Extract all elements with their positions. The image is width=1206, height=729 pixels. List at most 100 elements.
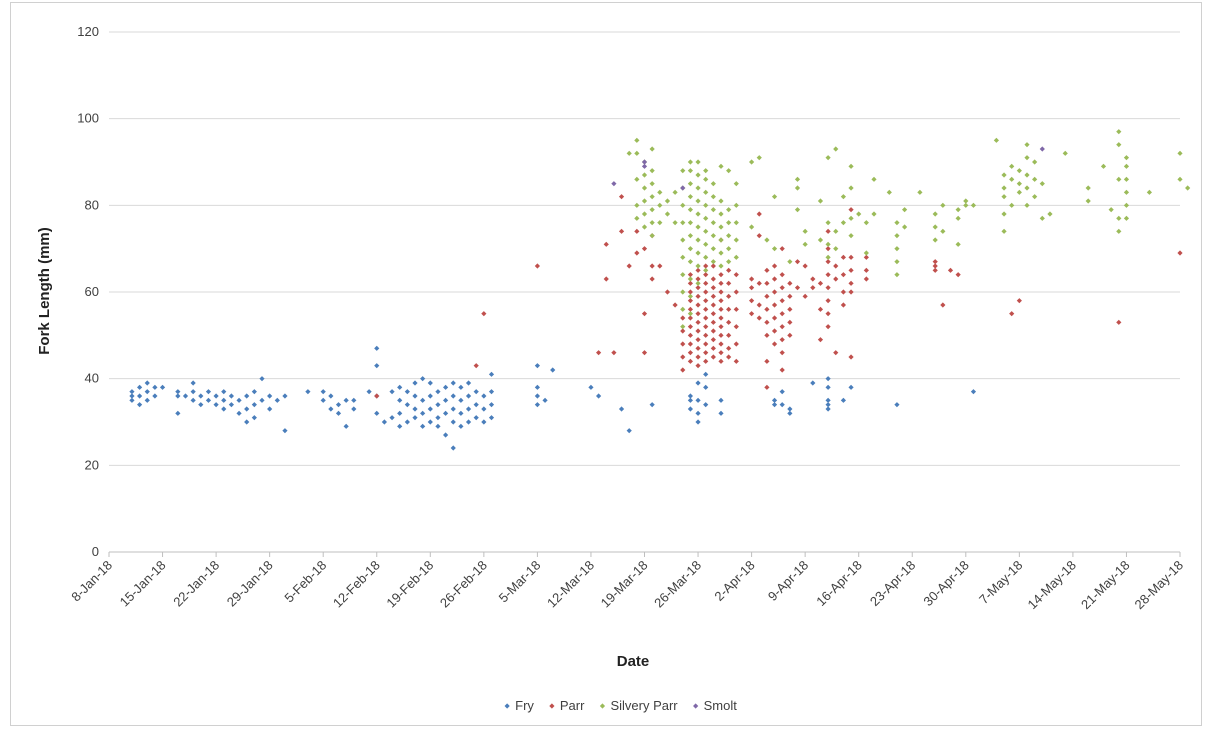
data-point xyxy=(1123,215,1130,221)
legend-marker xyxy=(693,703,699,709)
data-point xyxy=(894,233,900,239)
data-point xyxy=(488,402,495,408)
data-point xyxy=(680,324,686,330)
data-point xyxy=(695,337,701,343)
data-point xyxy=(244,393,250,399)
data-point xyxy=(626,263,632,269)
data-point xyxy=(1016,298,1022,304)
data-point xyxy=(687,280,693,286)
data-point xyxy=(687,306,693,312)
data-point xyxy=(695,397,701,403)
x-tick-label: 19-Feb-18 xyxy=(383,558,436,611)
data-point xyxy=(1009,311,1015,317)
data-point xyxy=(718,332,724,338)
data-point xyxy=(649,233,655,239)
data-point xyxy=(1108,207,1114,213)
data-point xyxy=(695,328,701,334)
data-point xyxy=(443,432,449,438)
data-point xyxy=(588,384,594,390)
data-point xyxy=(703,272,709,278)
data-point xyxy=(756,315,762,321)
x-tick-label: 12-Feb-18 xyxy=(330,558,383,611)
data-point xyxy=(282,393,288,399)
y-tick-label: 60 xyxy=(85,284,99,299)
data-point xyxy=(1100,163,1107,169)
gridlines xyxy=(109,31,1180,466)
data-point xyxy=(947,267,954,273)
data-point xyxy=(703,202,709,208)
legend-marker xyxy=(504,703,510,709)
data-point xyxy=(687,220,693,226)
data-point xyxy=(641,172,648,178)
data-point xyxy=(1032,159,1038,165)
data-point xyxy=(129,389,135,395)
data-point xyxy=(955,241,961,247)
data-point xyxy=(397,384,403,390)
data-point xyxy=(840,220,846,226)
data-point xyxy=(718,280,724,286)
data-point xyxy=(427,380,433,386)
data-point xyxy=(1009,176,1015,182)
data-point xyxy=(596,350,602,356)
data-point xyxy=(672,302,678,308)
data-point xyxy=(703,298,709,304)
data-point xyxy=(787,332,793,338)
data-point xyxy=(1185,185,1191,191)
data-point xyxy=(320,397,326,403)
data-point xyxy=(1123,163,1130,169)
data-point xyxy=(481,419,487,425)
x-tick-label: 14-May-18 xyxy=(1024,558,1079,613)
legend: Fry Parr Silvery Parr Smolt xyxy=(504,698,737,713)
data-point xyxy=(726,345,732,351)
data-point xyxy=(259,376,265,382)
data-point xyxy=(1032,176,1038,182)
x-tick-label: 30-Apr-18 xyxy=(920,558,971,609)
data-point xyxy=(771,194,778,200)
data-point xyxy=(863,254,869,260)
data-point xyxy=(664,289,671,295)
data-point xyxy=(771,397,778,403)
data-point xyxy=(1123,155,1130,161)
data-point xyxy=(1039,215,1045,221)
data-point xyxy=(787,306,793,312)
data-point xyxy=(840,194,846,200)
data-point xyxy=(695,250,701,256)
data-point xyxy=(251,389,257,395)
legend-label: Silvery Parr xyxy=(610,698,678,713)
data-point xyxy=(236,397,242,403)
data-point xyxy=(205,397,212,403)
data-point xyxy=(726,332,732,338)
data-point xyxy=(718,250,724,256)
data-point xyxy=(228,402,234,408)
data-point xyxy=(649,220,655,226)
data-point xyxy=(932,211,938,217)
data-point xyxy=(771,302,778,308)
data-point xyxy=(137,402,143,408)
data-point xyxy=(657,202,663,208)
data-point xyxy=(221,397,227,403)
data-point xyxy=(481,393,487,399)
data-point xyxy=(848,207,854,213)
data-point xyxy=(695,267,701,273)
data-point xyxy=(703,267,709,273)
x-axis-title: Date xyxy=(617,653,650,670)
y-tick-label: 40 xyxy=(85,371,99,386)
data-point xyxy=(848,267,854,273)
data-point xyxy=(259,397,265,403)
data-point xyxy=(779,246,785,252)
data-point xyxy=(695,410,701,416)
data-point xyxy=(695,302,701,308)
data-point xyxy=(710,354,716,360)
data-point xyxy=(710,285,716,291)
data-point xyxy=(159,384,166,390)
data-point xyxy=(381,419,387,425)
data-point xyxy=(894,259,900,265)
data-point xyxy=(1016,181,1022,187)
data-point xyxy=(641,163,648,169)
data-point xyxy=(672,189,678,195)
data-point xyxy=(794,185,801,191)
data-point xyxy=(641,311,648,317)
data-point xyxy=(641,246,648,252)
data-point xyxy=(703,358,709,364)
data-point xyxy=(848,185,854,191)
